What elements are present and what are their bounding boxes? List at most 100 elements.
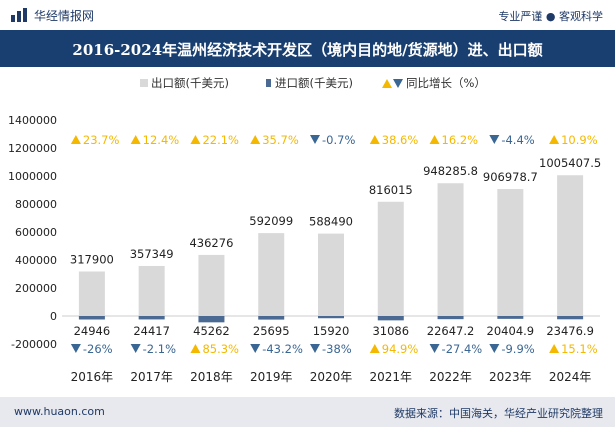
export-value-label: 588490	[309, 215, 353, 229]
export-growth-label: 10.9%	[561, 133, 598, 147]
x-tick-label: 2021年	[370, 370, 413, 384]
website-url: www.huaon.com	[14, 405, 105, 418]
tagline: 专业严谨 ● 客观科学	[498, 10, 603, 23]
export-growth-down-icon	[489, 135, 500, 144]
import-growth-down-icon	[130, 344, 141, 353]
x-tick-label: 2022年	[429, 370, 472, 384]
x-tick-label: 2023年	[489, 370, 532, 384]
export-bar	[78, 271, 105, 316]
import-growth-label: 94.9%	[382, 342, 419, 356]
legend-growth-label: 同比增长（%）	[406, 76, 486, 90]
import-growth-down-icon	[310, 344, 320, 353]
x-tick-label: 2017年	[130, 370, 173, 384]
import-bar	[497, 316, 524, 319]
export-value-label: 436276	[189, 236, 233, 250]
export-growth-label: -4.4%	[501, 133, 534, 147]
import-bar	[437, 316, 464, 320]
export-value-label: 816015	[369, 183, 413, 197]
import-value-label: 20404.9	[487, 324, 535, 338]
import-growth-up-icon	[190, 344, 201, 353]
y-tick-label: 1200000	[8, 142, 57, 155]
import-value-label: 24417	[133, 324, 170, 338]
data-source: 数据来源：中国海关，华经产业研究院整理	[394, 407, 603, 420]
import-bar	[258, 316, 285, 320]
import-growth-up-icon	[369, 344, 380, 353]
y-tick-label: 1400000	[8, 114, 57, 127]
import-growth-label: 15.1%	[561, 342, 598, 356]
export-bar	[258, 233, 285, 316]
export-value-label: 357349	[130, 247, 174, 261]
y-tick-label: 600000	[15, 226, 57, 239]
import-growth-down-icon	[250, 344, 261, 353]
import-growth-label: -9.9%	[501, 342, 534, 356]
import-growth-label: -27.4%	[442, 342, 483, 356]
import-value-label: 23476.9	[546, 324, 594, 338]
export-growth-up-icon	[250, 135, 261, 144]
export-growth-up-icon	[369, 135, 380, 144]
import-growth-label: 85.3%	[202, 342, 239, 356]
y-tick-label: 1000000	[8, 170, 57, 183]
export-value-label: 948285.8	[423, 164, 478, 178]
chart-title: 2016-2024年温州经济技术开发区（境内目的地/货源地）进、出口额	[72, 41, 543, 59]
export-growth-label: 23.7%	[83, 133, 120, 147]
export-value-label: 906978.7	[483, 170, 538, 184]
import-bar	[318, 316, 344, 319]
brand-name: 华经情报网	[34, 9, 95, 23]
export-value-label: 1005407.5	[539, 156, 601, 170]
top-bar: 华经情报网 专业严谨 ● 客观科学	[0, 0, 615, 30]
x-tick-label: 2020年	[310, 370, 353, 384]
logo-icon	[11, 8, 27, 22]
x-tick-label: 2018年	[190, 370, 233, 384]
import-growth-label: -26%	[83, 342, 113, 356]
export-value-label: 592099	[249, 214, 293, 228]
import-value-label: 15920	[313, 324, 350, 338]
x-tick-label: 2019年	[250, 370, 293, 384]
legend-up-triangle-icon	[382, 79, 392, 88]
import-growth-down-icon	[429, 344, 440, 353]
import-bar	[198, 316, 225, 323]
export-bar	[198, 254, 225, 316]
export-bar	[497, 189, 524, 316]
y-tick-label: 200000	[15, 282, 57, 295]
export-bar	[138, 265, 165, 316]
import-value-label: 25695	[253, 324, 290, 338]
export-growth-label: 16.2%	[442, 133, 479, 147]
export-bar	[557, 175, 584, 316]
legend-down-triangle-icon	[393, 79, 403, 88]
export-bar	[437, 183, 464, 316]
legend-import-label: 进口额(千美元)	[275, 76, 353, 90]
export-growth-label: 35.7%	[262, 133, 299, 147]
import-growth-label: -38%	[322, 342, 352, 356]
y-tick-label: -200000	[11, 338, 57, 351]
import-bar	[377, 316, 404, 321]
export-growth-label: -0.7%	[322, 133, 355, 147]
x-tick-label: 2024年	[549, 370, 592, 384]
x-tick-label: 2016年	[71, 370, 114, 384]
chart: 出口额(千美元) 进口额(千美元) 同比增长（%） -200000 0 200000 400…	[8, 76, 601, 384]
import-bar	[557, 316, 584, 320]
export-bar	[318, 233, 344, 316]
export-growth-label: 22.1%	[202, 133, 239, 147]
export-growth-down-icon	[310, 135, 320, 144]
y-tick-label: 0	[50, 310, 57, 323]
import-growth-down-icon	[489, 344, 500, 353]
import-bar	[78, 316, 105, 320]
import-growth-up-icon	[549, 344, 560, 353]
import-bar	[138, 316, 165, 320]
import-value-label: 45262	[193, 324, 230, 338]
import-value-label: 22647.2	[427, 324, 475, 338]
legend-export-swatch	[140, 79, 148, 87]
export-growth-up-icon	[70, 135, 81, 144]
import-value-label: 24946	[74, 324, 111, 338]
y-tick-label: 400000	[15, 254, 57, 267]
import-value-label: 31086	[372, 324, 409, 338]
export-growth-up-icon	[130, 135, 141, 144]
import-growth-label: -2.1%	[143, 342, 176, 356]
import-growth-label: -43.2%	[262, 342, 303, 356]
export-growth-up-icon	[429, 135, 440, 144]
export-growth-label: 12.4%	[143, 133, 180, 147]
legend-export-label: 出口额(千美元)	[151, 76, 229, 90]
export-growth-up-icon	[549, 135, 560, 144]
title-bar: 2016-2024年温州经济技术开发区（境内目的地/货源地）进、出口额	[0, 30, 615, 67]
footer: www.huaon.com 数据来源：中国海关，华经产业研究院整理	[0, 397, 615, 427]
